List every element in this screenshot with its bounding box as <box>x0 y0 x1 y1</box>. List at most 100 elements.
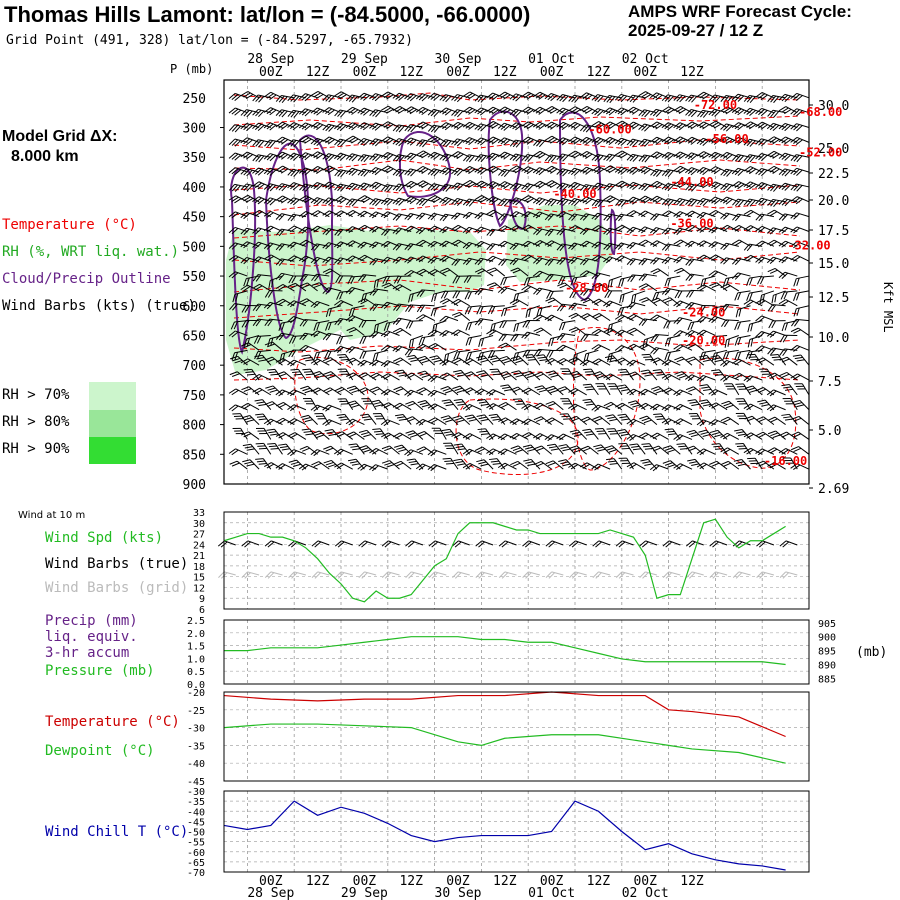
wind-barb <box>721 319 739 328</box>
height-tick-label: 22.5 <box>818 167 849 182</box>
wind-barb <box>451 329 470 337</box>
pressure-tick-label: 800 <box>183 419 206 434</box>
precip-tick-label: 1.5 <box>187 642 205 653</box>
wind-barb <box>676 443 693 455</box>
wind-barb <box>347 458 365 470</box>
wind-barb <box>510 355 529 366</box>
wind-barb <box>428 540 447 548</box>
wind-barb <box>252 181 272 190</box>
wind-barb <box>580 416 599 425</box>
wind-barb <box>661 94 681 103</box>
wind-barb <box>792 354 810 366</box>
wind-barb <box>278 443 295 455</box>
wind-barb <box>417 355 435 366</box>
wind-barb <box>287 389 307 397</box>
temperature-tick-label: -35 <box>187 741 205 752</box>
wind-barb <box>310 256 330 265</box>
wind-barb <box>253 334 271 344</box>
wind-barb <box>580 288 599 296</box>
wind-barb <box>709 540 728 548</box>
wind-barb <box>626 462 646 470</box>
hour-tick-label-top: 12Z <box>587 65 611 80</box>
wind-barb <box>720 136 740 145</box>
height-tick-label: 20.0 <box>818 194 849 209</box>
wind-barb <box>415 418 435 426</box>
wind-barb <box>735 383 751 396</box>
wind-chill-tick-label: -40 <box>187 807 205 818</box>
wind-barb <box>311 430 330 440</box>
wind-barb <box>735 305 751 318</box>
wind-barb <box>521 166 541 175</box>
wind-barb <box>288 334 306 344</box>
wind-barb <box>381 460 400 470</box>
wind-barb <box>228 330 248 338</box>
wind-barb <box>767 304 786 312</box>
wind-barb <box>240 168 260 177</box>
wind-barb <box>766 227 786 235</box>
wind-barb <box>252 374 272 381</box>
cloud-precip-outline <box>230 166 257 355</box>
wind-barb <box>263 210 283 218</box>
wind-barb <box>228 388 248 396</box>
wind-barb <box>300 414 318 425</box>
wind-barb <box>650 445 669 455</box>
temperature-contour-label: -52.00 <box>799 145 842 159</box>
wind-barb <box>720 94 739 104</box>
wind-barb <box>755 315 775 323</box>
wind-barb <box>392 357 412 366</box>
dewpoint-line <box>223 723 786 764</box>
wind-barb <box>568 403 587 411</box>
wind-barb <box>724 334 739 348</box>
wind-barb <box>568 225 587 232</box>
wind-barb <box>369 464 388 472</box>
wind-barb <box>499 320 517 329</box>
wind-barb <box>661 256 681 265</box>
wind-barb <box>766 122 786 132</box>
wind-barb <box>649 151 669 160</box>
wind-barb <box>486 209 506 218</box>
wind-barb <box>275 183 295 192</box>
wind-barb <box>558 444 576 455</box>
wind-barb <box>335 275 353 284</box>
wind-barb <box>439 359 459 366</box>
wind-barb <box>228 448 248 456</box>
wind-barb <box>452 415 471 425</box>
wind-barb <box>720 212 739 220</box>
wind-barb <box>252 167 271 176</box>
wind-barb <box>322 332 342 341</box>
wind-barb <box>462 106 482 115</box>
wind-barb <box>264 462 283 470</box>
wind-barb <box>476 414 494 425</box>
wind-barb <box>228 167 248 176</box>
temperature-contour-label: -60.00 <box>588 123 631 137</box>
wind-barb <box>275 332 295 341</box>
wind-barb <box>486 120 506 129</box>
forecast-cycle: AMPS WRF Forecast Cycle: 2025-09-27 / 12… <box>628 2 852 40</box>
wind-speed-tick-label: 6 <box>199 605 205 616</box>
wind-barb <box>475 571 494 579</box>
wind-barb <box>618 275 634 288</box>
wind-barb <box>639 297 658 307</box>
wind-barb <box>662 297 681 307</box>
wind-barb <box>395 413 412 425</box>
wind-barb <box>557 282 576 292</box>
wind-barb <box>556 358 576 366</box>
wind-barb <box>334 152 353 161</box>
wind-barb <box>439 167 459 176</box>
wind-barb <box>592 282 611 292</box>
wind-barb <box>780 290 798 300</box>
wind-barb <box>298 255 318 263</box>
temperature-contour <box>572 326 641 471</box>
wind-barb <box>615 540 634 548</box>
wind-barb <box>440 267 459 277</box>
wind-barb <box>711 443 728 455</box>
wind-barb <box>439 107 459 116</box>
wind-barb <box>498 540 517 548</box>
precip-pressure-panel-frame <box>223 619 810 685</box>
height-tick-label: 10.0 <box>818 331 849 346</box>
wind-barb <box>266 368 283 381</box>
wind-barb <box>617 429 634 440</box>
wind-barb <box>241 571 260 579</box>
wind-barb <box>580 184 599 193</box>
series-layer <box>223 518 786 871</box>
